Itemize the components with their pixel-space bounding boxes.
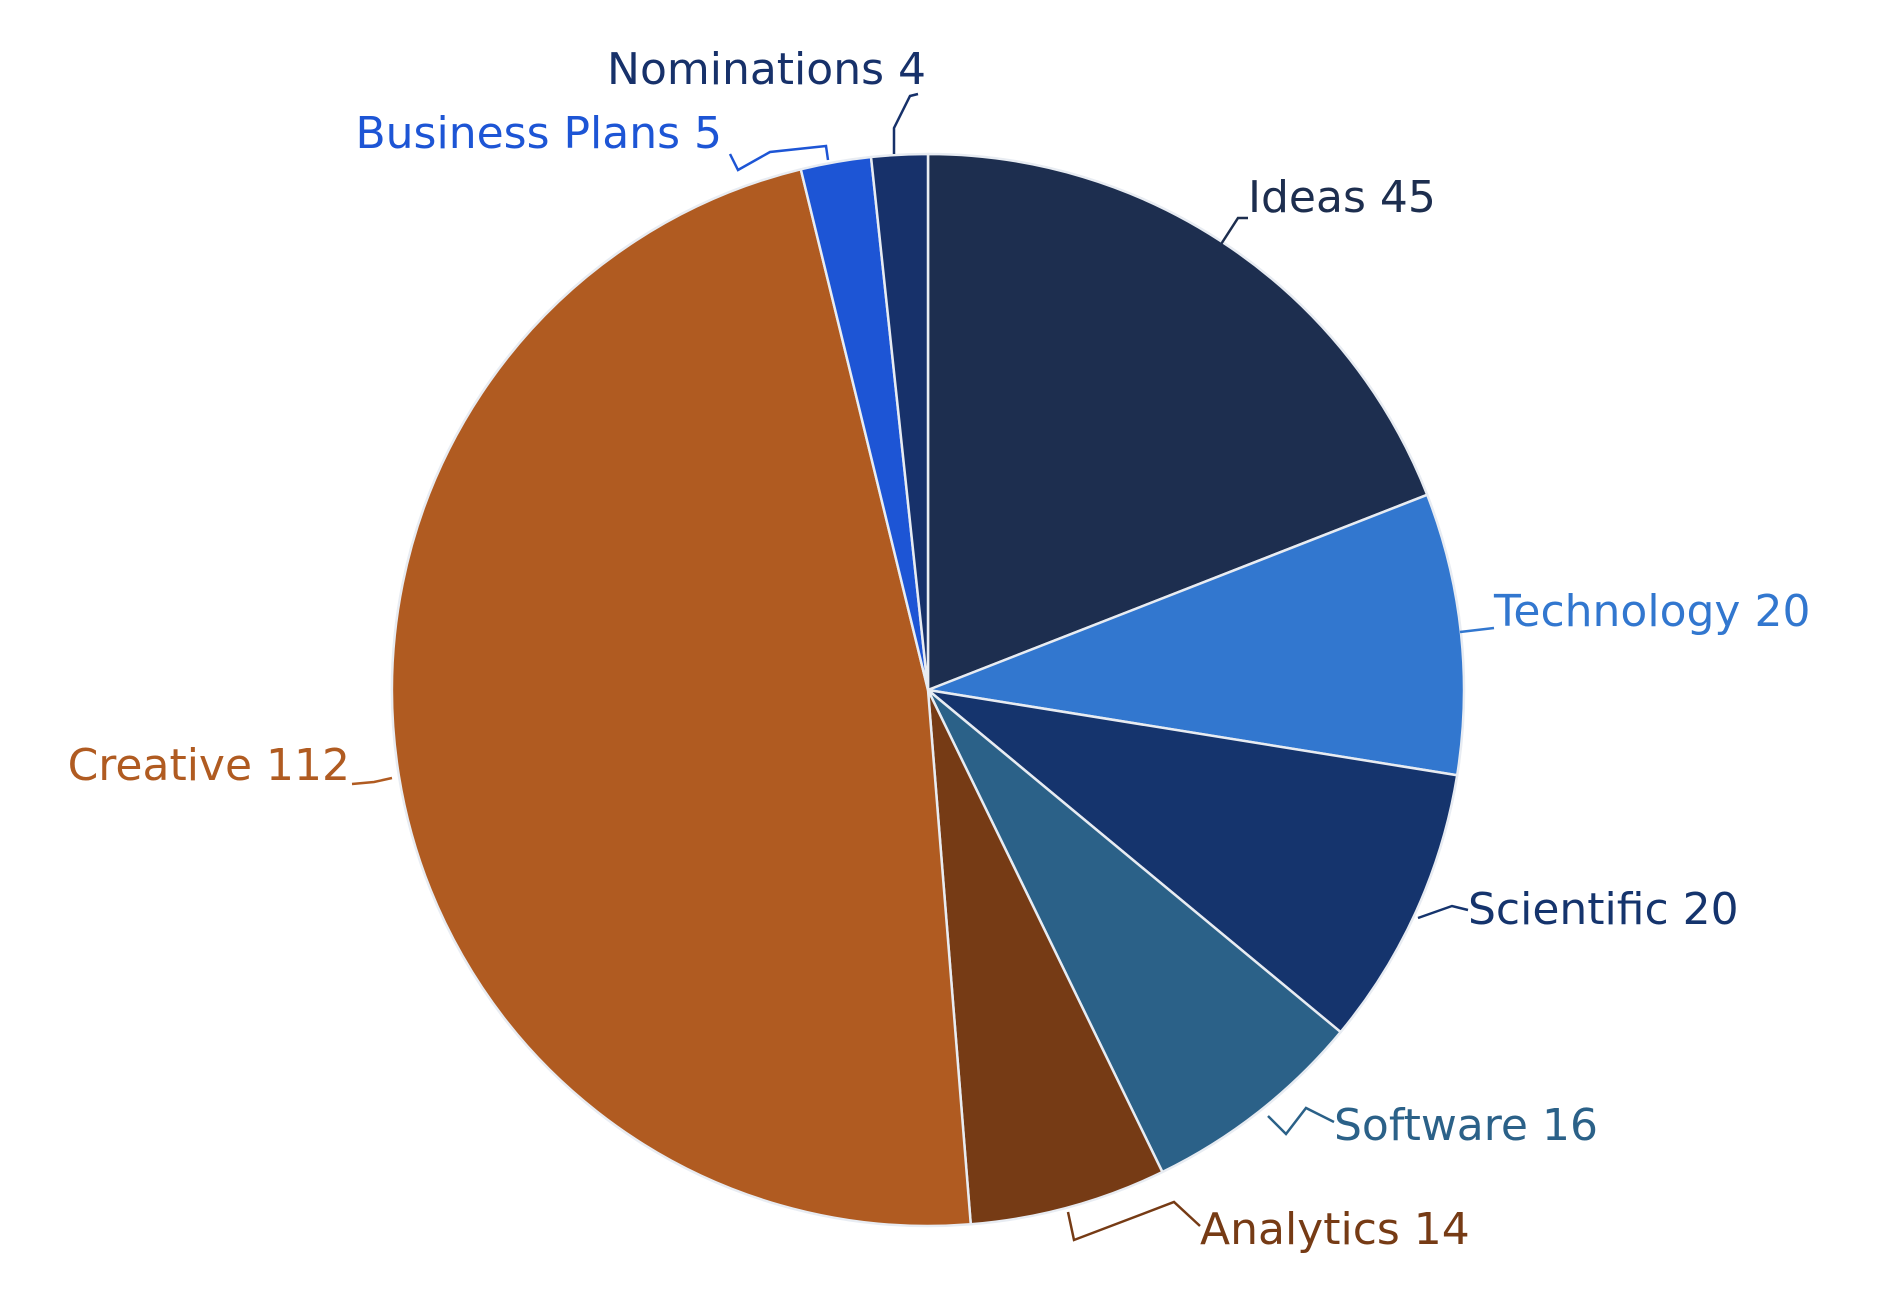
slice-label-analytics: Analytics 14 (1200, 1204, 1470, 1255)
slice-label-business-plans: Business Plans 5 (355, 108, 722, 159)
pie-slice-analytics (926, 688, 1164, 1226)
slice-label-technology: Technology 20 (1493, 586, 1810, 637)
pie-slices (390, 152, 1466, 1228)
pie-slice-software (926, 688, 1342, 1174)
leader-line-scientific (1417, 904, 1469, 920)
leader-line-business-plans (728, 144, 830, 172)
slice-label-nominations: Nominations 4 (607, 44, 926, 95)
leader-line-technology (1459, 626, 1495, 634)
slice-label-creative: Creative 112 (68, 740, 350, 791)
leader-line-ideas (1214, 216, 1248, 253)
leader-line-software (1267, 1106, 1335, 1136)
slice-label-ideas: Ideas 45 (1248, 172, 1436, 223)
pie-labels: Ideas 45 Technology 20 Scientific 20 Softwa… (68, 44, 1811, 1255)
slice-label-scientific: Scientific 20 (1468, 884, 1739, 935)
pie-slice-scientific (926, 688, 1459, 1034)
pie-leader-lines (351, 92, 1495, 1242)
pie-slice-nominations (869, 152, 930, 692)
pie-slice-ideas (926, 152, 1429, 692)
leader-line-analytics (1066, 1200, 1201, 1242)
slice-label-software: Software 16 (1334, 1100, 1598, 1151)
leader-line-nominations (892, 92, 919, 154)
pie-slice-creative (390, 168, 973, 1228)
leader-line-creative (351, 776, 393, 786)
